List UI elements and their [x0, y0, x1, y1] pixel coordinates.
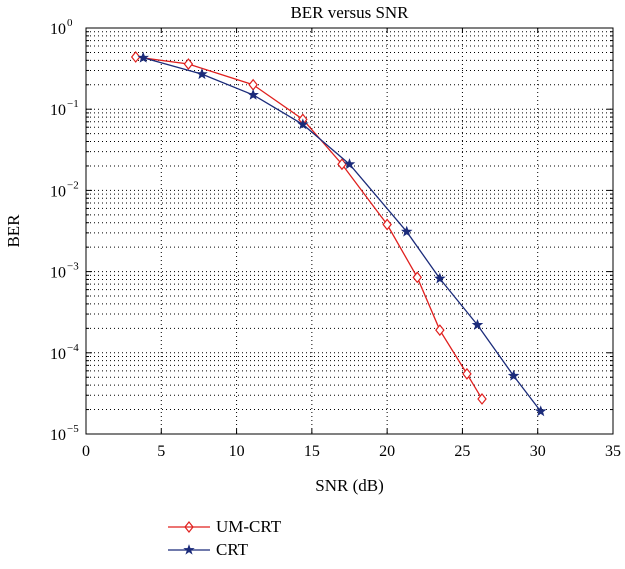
y-tick-exponent: −4	[67, 342, 79, 354]
x-axis-label: SNR (dB)	[315, 476, 383, 495]
data-point	[412, 271, 423, 284]
data-point	[183, 58, 194, 70]
x-tick-label: 10	[229, 443, 245, 460]
data-point	[534, 405, 547, 417]
x-tick-label: 35	[605, 443, 621, 460]
data-point	[343, 158, 356, 170]
data-point	[462, 367, 472, 380]
legend-label: CRT	[216, 540, 249, 559]
x-tick-label: 30	[530, 443, 546, 460]
series-um-crt	[130, 50, 487, 405]
y-tick-exponent: −1	[67, 98, 79, 110]
x-tick-label: 5	[157, 443, 165, 460]
data-point	[130, 50, 141, 63]
plot-area-frame	[85, 27, 614, 435]
data-point	[435, 324, 445, 337]
y-tick-exponent: −3	[67, 261, 79, 273]
x-tick-label: 25	[454, 443, 470, 460]
diamond-marker-icon	[168, 521, 210, 533]
series-line	[135, 56, 483, 400]
y-tick-label: 10	[50, 102, 66, 119]
data-point	[196, 68, 208, 80]
x-tick-label: 15	[304, 443, 320, 460]
y-tick-label: 10	[50, 265, 66, 282]
y-tick-label: 10	[50, 346, 66, 363]
data-point	[477, 393, 487, 405]
star-marker-icon	[168, 544, 210, 555]
x-tick-label: 20	[379, 443, 395, 460]
series-layer	[130, 50, 547, 417]
data-point	[248, 78, 258, 91]
legend-item-um-crt: UM-CRT	[168, 517, 281, 537]
chart-title: BER versus SNR	[290, 3, 409, 22]
y-tick-exponent: −5	[67, 423, 79, 435]
y-tick-label: 10	[50, 183, 66, 200]
x-tick-label: 0	[82, 443, 90, 460]
grid-lines	[86, 28, 613, 434]
series-crt	[137, 51, 547, 417]
y-tick-label: 10	[50, 427, 66, 444]
legend-item-crt: CRT	[168, 540, 248, 560]
data-point	[247, 88, 259, 100]
series-line	[143, 57, 542, 412]
y-tick-exponent: 0	[67, 17, 73, 29]
data-point	[297, 118, 309, 130]
data-point	[137, 51, 149, 63]
data-point	[507, 369, 520, 381]
data-point	[382, 218, 392, 231]
legend-label: UM-CRT	[216, 517, 282, 536]
y-axis-label: BER	[4, 214, 23, 248]
y-tick-label: 10	[50, 21, 66, 38]
y-tick-exponent: −2	[67, 179, 79, 191]
data-point	[434, 272, 446, 284]
data-point	[471, 318, 484, 330]
data-point	[400, 225, 413, 237]
